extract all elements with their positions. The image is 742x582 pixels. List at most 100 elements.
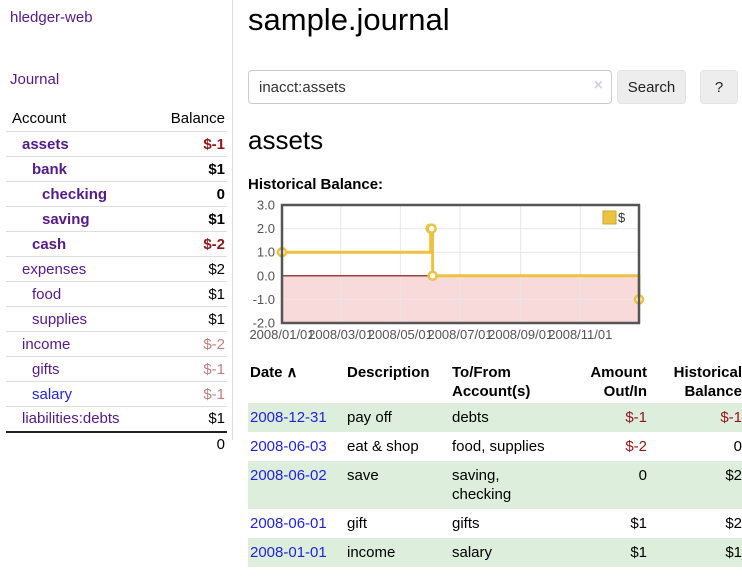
register-header-amount: Amount Out/In	[590, 364, 647, 400]
transaction-accounts: gifts	[452, 515, 480, 532]
svg-text:3.0: 3.0	[257, 198, 275, 213]
register-header-row: Date ∧ Description To/From Account(s) Amo…	[248, 361, 742, 403]
main-content: sample.journal × Search ? assets Histori…	[248, 0, 742, 567]
transaction-balance: $2	[725, 467, 742, 484]
account-row-food: food $1	[6, 282, 227, 307]
account-row-assets: assets $-1	[6, 132, 227, 157]
account-link-assets[interactable]: assets	[22, 135, 69, 153]
transaction-balance: $-1	[720, 409, 742, 426]
svg-text:$: $	[618, 210, 626, 225]
transaction-amount: 0	[638, 467, 647, 484]
account-link-salary[interactable]: salary	[32, 385, 73, 403]
account-balance: $-2	[203, 335, 225, 353]
account-balance: $1	[208, 285, 225, 303]
transaction-accounts: saving, checking	[452, 467, 512, 503]
transaction-amount: $-1	[625, 409, 647, 426]
transaction-amount: $-2	[625, 438, 647, 455]
account-balance: $1	[208, 410, 225, 428]
accounts-table: Account Balance assets $-1 bank $1 check…	[6, 107, 227, 457]
transaction-description: save	[347, 467, 379, 484]
account-balance: $2	[208, 260, 225, 278]
transaction-date-link[interactable]: 2008-06-01	[250, 515, 327, 532]
register-row: 2008-06-01 gift gifts $1 $2	[248, 509, 742, 538]
search-button[interactable]: Search	[617, 70, 686, 104]
clear-search-icon[interactable]: ×	[593, 77, 603, 94]
account-balance: $-2	[203, 235, 225, 253]
account-link-bank[interactable]: bank	[32, 160, 68, 178]
account-link-expenses[interactable]: expenses	[22, 260, 87, 278]
sidebar-item-journal[interactable]: Journal	[10, 71, 60, 88]
account-row-salary: salary $-1	[6, 382, 227, 407]
account-balance: $-1	[203, 385, 225, 403]
sort-ascending-icon: ∧	[286, 364, 298, 381]
account-balance: 0	[216, 185, 225, 203]
transaction-description: gift	[347, 515, 368, 532]
help-button[interactable]: ?	[700, 70, 738, 104]
register-row: 2008-06-02 save saving, checking 0 $2	[248, 461, 742, 509]
account-row-supplies: supplies $1	[6, 307, 227, 332]
account-row-gifts: gifts $-1	[6, 357, 227, 382]
search-input[interactable]	[248, 70, 612, 104]
account-heading: assets	[248, 125, 324, 155]
account-row-income: income $-2	[6, 332, 227, 357]
account-row-expenses: expenses $2	[6, 257, 227, 282]
register-header-date[interactable]: Date ∧	[250, 364, 298, 381]
accounts-table-header: Account Balance	[6, 107, 227, 132]
account-link-liabilities-debts[interactable]: liabilities:debts	[22, 410, 120, 428]
transaction-date-link[interactable]: 2008-06-02	[250, 467, 327, 484]
transaction-accounts: food, supplies	[452, 438, 545, 455]
account-row-liabilities-debts: liabilities:debts $1	[6, 407, 227, 432]
account-link-checking[interactable]: checking	[42, 185, 108, 203]
account-row-cash: cash $-2	[6, 232, 227, 257]
account-link-saving[interactable]: saving	[42, 210, 90, 228]
svg-text:1.0: 1.0	[257, 245, 275, 260]
transaction-description: income	[347, 544, 396, 561]
historical-balance-label: Historical Balance:	[248, 176, 384, 193]
accounts-header-account: Account	[12, 110, 67, 127]
register-header-description: Description	[347, 364, 430, 381]
svg-text:2008/07/01: 2008/07/01	[427, 327, 492, 342]
account-link-supplies[interactable]: supplies	[32, 310, 88, 328]
svg-text:2008/11/01: 2008/11/01	[548, 327, 612, 342]
account-link-food[interactable]: food	[32, 285, 62, 303]
svg-text:0.0: 0.0	[257, 268, 275, 283]
account-balance: $-1	[203, 135, 225, 153]
register-header-balance: Historical Balance	[673, 364, 742, 400]
account-row-saving: saving $1	[6, 207, 227, 232]
search-form: × Search ?	[248, 70, 742, 104]
account-balance: $1	[208, 210, 225, 228]
transaction-balance: $1	[725, 544, 742, 561]
transaction-amount: $1	[630, 515, 647, 532]
accounts-total-value: 0	[216, 436, 225, 453]
account-row-checking: checking 0	[6, 182, 227, 207]
svg-text:2008/03/01: 2008/03/01	[308, 327, 373, 342]
account-row-bank: bank $1	[6, 157, 227, 182]
transaction-date-link[interactable]: 2008-12-31	[250, 409, 327, 426]
account-link-gifts[interactable]: gifts	[32, 360, 60, 378]
account-link-cash[interactable]: cash	[32, 235, 67, 253]
svg-text:2008/01/01: 2008/01/01	[249, 327, 314, 342]
transaction-amount: $1	[630, 544, 647, 561]
svg-text:2008/05/01: 2008/05/01	[368, 327, 433, 342]
transaction-accounts: debts	[452, 409, 489, 426]
register-table: Date ∧ Description To/From Account(s) Amo…	[248, 361, 742, 567]
account-link-income[interactable]: income	[22, 335, 71, 353]
transaction-accounts: salary	[452, 544, 493, 561]
transaction-description: eat & shop	[347, 438, 419, 455]
register-row: 2008-06-03 eat & shop food, supplies $-2…	[248, 432, 742, 461]
transaction-date-link[interactable]: 2008-06-03	[250, 438, 327, 455]
historical-balance-chart: $ -2.0 -1.0 0.0 1.0 2.0 3.0 2008/01/01 2008/03/0…	[248, 198, 652, 344]
page-title: sample.journal	[248, 2, 450, 37]
svg-text:-2.0: -2.0	[253, 316, 275, 331]
svg-text:2.0: 2.0	[257, 221, 275, 236]
sidebar: hledger-web Journal Account Balance asse…	[0, 0, 233, 453]
transaction-date-link[interactable]: 2008-01-01	[250, 544, 327, 561]
account-balance: $-1	[203, 360, 225, 378]
transaction-balance: $2	[725, 515, 742, 532]
chart-canvas: $ -2.0 -1.0 0.0 1.0 2.0 3.0 2008/01/012008/03/0…	[249, 198, 645, 342]
svg-text:-1.0: -1.0	[253, 292, 275, 307]
transaction-description: pay off	[347, 409, 392, 426]
register-row: 2008-12-31 pay off debts $-1 $-1	[248, 403, 742, 432]
register-row: 2008-01-01 income salary $1 $1	[248, 538, 742, 567]
app-brand-link[interactable]: hledger-web	[10, 9, 93, 26]
